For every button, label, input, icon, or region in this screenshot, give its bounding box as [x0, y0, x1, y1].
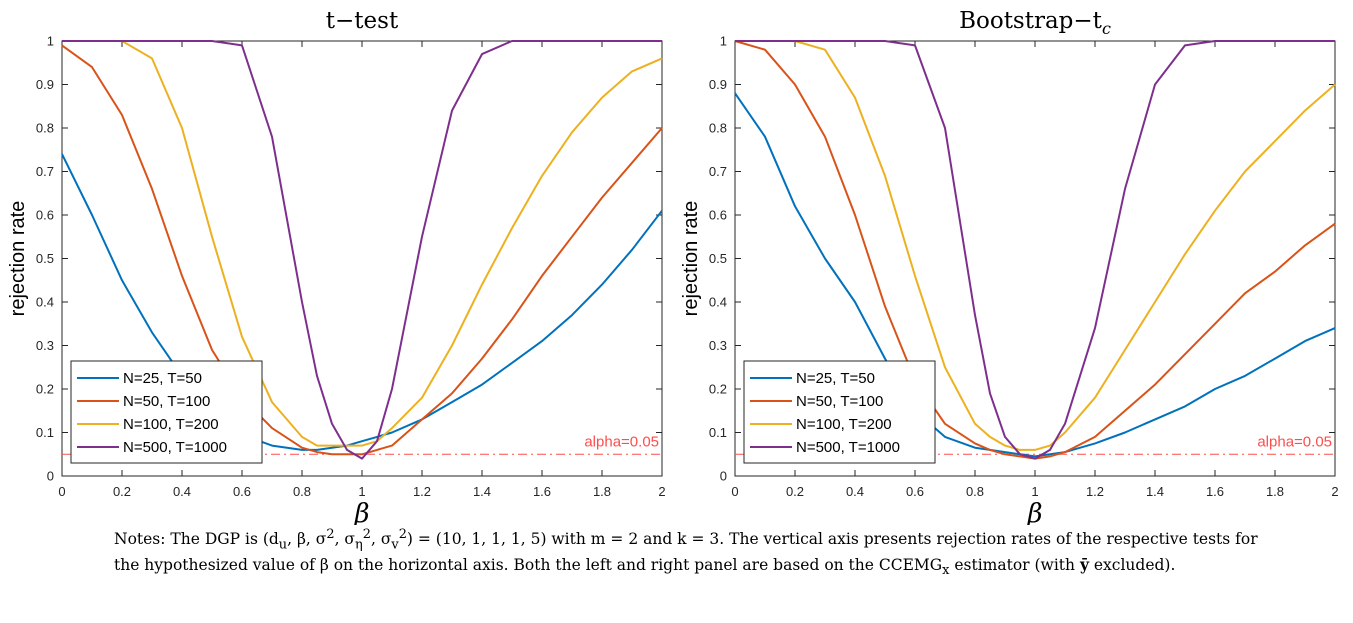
legend-label-2: N=100, T=200 [123, 416, 219, 433]
notes-text-1: Notes: The DGP is (d [114, 530, 279, 549]
alpha-label: alpha=0.05 [584, 433, 659, 450]
y-tick-label: 0.4 [709, 295, 727, 310]
chart-title-text: t−test [326, 8, 399, 34]
series-line-3 [735, 40, 1335, 460]
x-tick-label: 0 [731, 484, 738, 499]
x-tick-label: 0.8 [966, 484, 984, 499]
x-tick-label: 1.2 [413, 484, 431, 499]
legend-label-0: N=25, T=50 [123, 370, 202, 387]
figure: 0 0.2 0.4 0.6 0.8 1 1.2 1.4 1.6 1.8 2 0 0.1 0.2 0.3 0.4… [7, 8, 1339, 525]
y-tick-label: 0.5 [709, 251, 727, 266]
x-tick-label: 1 [358, 484, 365, 499]
y-tick-label: 0.3 [709, 338, 727, 353]
y-tick-label: 0.7 [36, 164, 54, 179]
y-tick-label: 1 [720, 34, 727, 49]
y-tick-label: 0.6 [709, 208, 727, 223]
legend-label-1: N=50, T=100 [123, 393, 210, 410]
y-tick-label: 0.5 [36, 251, 54, 266]
x-tick-label: 0 [58, 484, 65, 499]
y-tick-label: 0.8 [36, 121, 54, 136]
chart-title-text: Bootstrap−t [959, 8, 1103, 34]
y-axis-label: rejection rate [680, 201, 702, 317]
y-tick-label: 0.2 [709, 382, 727, 397]
y-tick-label: 0.2 [36, 382, 54, 397]
x-tick-label: 1.8 [1266, 484, 1284, 499]
x-tick-label: 2 [1331, 484, 1338, 499]
y-tick-label: 0.8 [709, 121, 727, 136]
chart-title: Bootstrap−tc [959, 8, 1111, 38]
notes-sub-eta: η [355, 537, 363, 553]
figure-notes: Notes: The DGP is (du, β, σ2, ση2, σv2) … [114, 525, 1264, 581]
notes-sub-v: v [391, 537, 399, 553]
chart-title: t−test [326, 8, 399, 34]
y-tick-label: 0 [47, 469, 54, 484]
series-line-1 [734, 40, 1336, 460]
notes-text-6: estimator (with [949, 556, 1080, 575]
legend-label-1: N=50, T=100 [796, 393, 883, 410]
y-tick-label: 0 [720, 469, 727, 484]
legend-label-3: N=500, T=1000 [123, 439, 227, 456]
x-tick-label: 1 [1031, 484, 1038, 499]
x-tick-label: 1.4 [1146, 484, 1164, 499]
notes-sup-2: 2 [362, 527, 371, 542]
series-line-0 [734, 92, 1336, 458]
chart-title-subscript: c [1102, 19, 1111, 38]
y-tick-label: 0.6 [36, 208, 54, 223]
x-tick-label: 2 [658, 484, 665, 499]
x-tick-label: 1.2 [1086, 484, 1104, 499]
series-line-3 [62, 40, 662, 460]
notes-ybar: ȳ [1079, 555, 1089, 575]
legend-label-3: N=500, T=1000 [796, 439, 900, 456]
y-tick-label: 0.4 [36, 295, 54, 310]
x-axis-label: β [1026, 499, 1042, 525]
x-tick-label: 0.2 [113, 484, 131, 499]
notes-sup-1: 2 [326, 527, 335, 542]
series-line-2 [62, 40, 663, 447]
x-tick-label: 0.4 [173, 484, 191, 499]
x-tick-label: 0.8 [293, 484, 311, 499]
notes-text-2: , β, σ [287, 530, 327, 549]
x-tick-label: 0.4 [846, 484, 864, 499]
x-tick-label: 1.8 [593, 484, 611, 499]
alpha-label: alpha=0.05 [1257, 433, 1332, 450]
notes-text-4: , σ [370, 530, 392, 549]
y-axis-label: rejection rate [7, 201, 29, 317]
panel-left-t-test: 0 0.2 0.4 0.6 0.8 1 1.2 1.4 1.6 1.8 2 0 0.1 0.2 0.3 0.4… [7, 8, 666, 525]
notes-sup-3: 2 [398, 527, 407, 542]
notes-text-7: excluded). [1088, 556, 1176, 575]
x-tick-label: 0.2 [786, 484, 804, 499]
y-tick-label: 0.3 [36, 338, 54, 353]
x-tick-label: 0.6 [233, 484, 251, 499]
x-tick-label: 1.4 [473, 484, 491, 499]
x-tick-label: 0.6 [906, 484, 924, 499]
x-axis-label: β [353, 499, 369, 525]
notes-sub-u: u [278, 537, 288, 553]
series-line-2 [735, 40, 1336, 451]
y-tick-label: 0.7 [709, 164, 727, 179]
y-tick-label: 0.1 [709, 425, 727, 440]
notes-sub-x: x [942, 563, 950, 579]
panel-right-bootstrap: 0 0.2 0.4 0.6 0.8 1 1.2 1.4 1.6 1.8 2 0 0.1 0.2 0.3 0.4… [680, 8, 1339, 525]
notes-text-3: , σ [334, 530, 356, 549]
x-tick-label: 1.6 [1206, 484, 1224, 499]
y-tick-label: 0.9 [709, 77, 727, 92]
x-tick-label: 1.6 [533, 484, 551, 499]
legend-label-2: N=100, T=200 [796, 416, 892, 433]
y-tick-label: 1 [47, 34, 54, 49]
y-tick-label: 0.9 [36, 77, 54, 92]
notes-text-5: ) = (10, 1, 1, 1, 5) with m = 2 and k = … [114, 530, 1258, 575]
legend-label-0: N=25, T=50 [796, 370, 875, 387]
y-tick-label: 0.1 [36, 425, 54, 440]
